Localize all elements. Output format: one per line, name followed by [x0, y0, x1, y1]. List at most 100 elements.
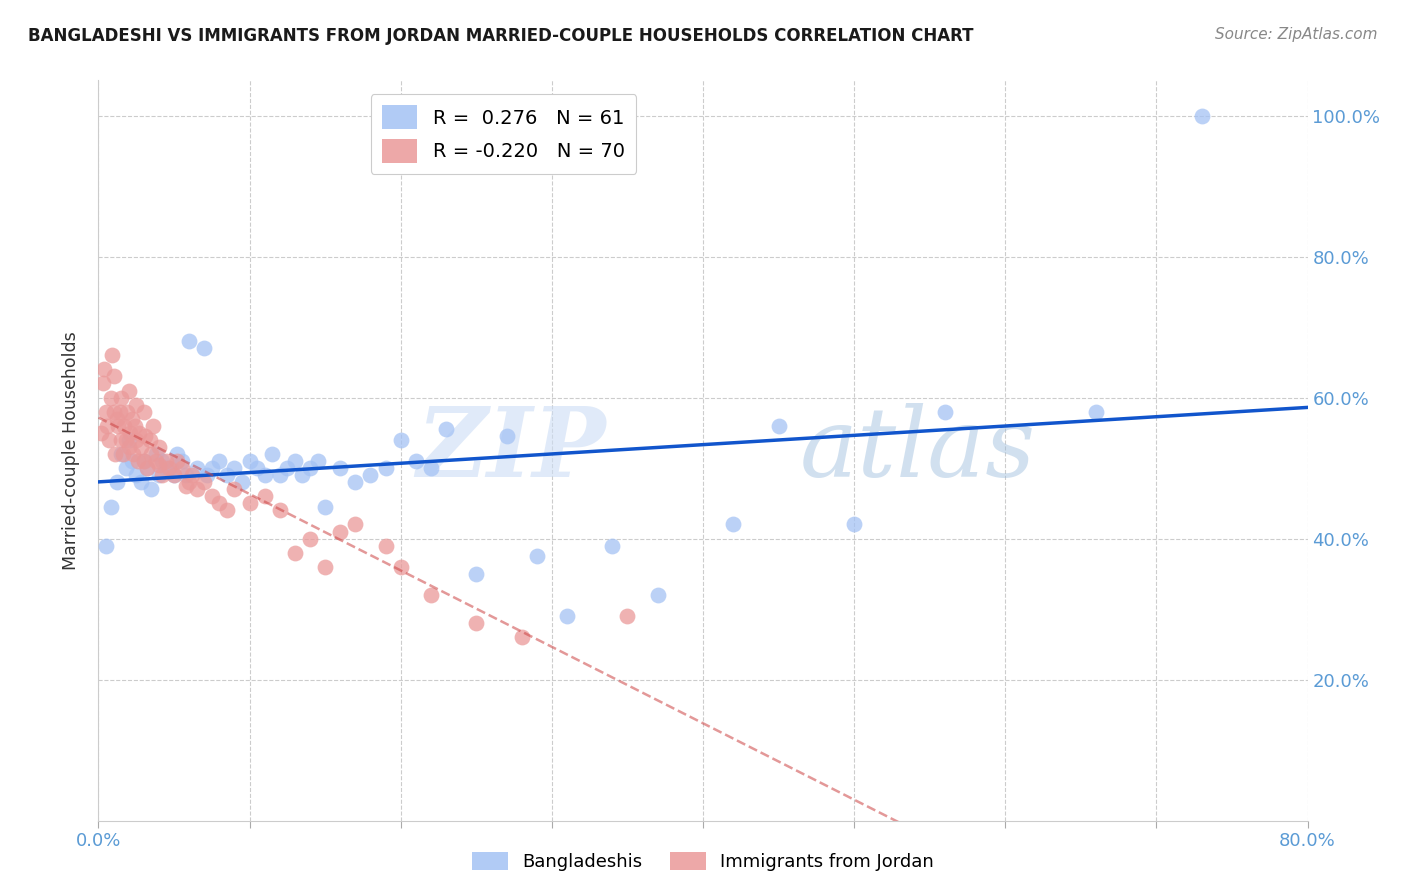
Point	[159, 461, 181, 475]
Point	[389, 559, 412, 574]
Point	[134, 429, 156, 443]
Point	[934, 405, 956, 419]
Point	[112, 418, 135, 433]
Point	[107, 418, 129, 433]
Point	[128, 425, 150, 440]
Point	[844, 517, 866, 532]
Point	[114, 433, 136, 447]
Point	[299, 532, 322, 546]
Point	[269, 468, 291, 483]
Point	[122, 447, 145, 461]
Point	[360, 468, 382, 483]
Point	[115, 405, 138, 419]
Point	[94, 405, 117, 419]
Point	[208, 496, 231, 510]
Point	[150, 454, 173, 468]
Point	[155, 461, 177, 475]
Point	[420, 461, 443, 475]
Point	[510, 630, 533, 644]
Point	[434, 422, 457, 436]
Text: atlas: atlas	[800, 403, 1036, 498]
Point	[118, 433, 141, 447]
Point	[141, 482, 163, 496]
Point	[420, 588, 443, 602]
Point	[100, 391, 122, 405]
Point	[118, 384, 141, 398]
Point	[186, 461, 208, 475]
Point	[91, 376, 114, 391]
Point	[110, 391, 132, 405]
Point	[314, 559, 336, 574]
Point	[103, 405, 125, 419]
Point	[246, 461, 269, 475]
Point	[329, 524, 352, 539]
Point	[276, 461, 298, 475]
Legend: Bangladeshis, Immigrants from Jordan: Bangladeshis, Immigrants from Jordan	[465, 845, 941, 879]
Point	[135, 461, 157, 475]
Point	[1085, 405, 1108, 419]
Point	[374, 461, 396, 475]
Point	[170, 461, 193, 475]
Point	[160, 461, 183, 475]
Point	[118, 440, 141, 454]
Point	[145, 447, 167, 461]
Point	[141, 447, 163, 461]
Y-axis label: Married-couple Households: Married-couple Households	[62, 331, 80, 570]
Point	[93, 362, 115, 376]
Point	[170, 454, 193, 468]
Point	[193, 475, 215, 490]
Point	[166, 447, 188, 461]
Point	[139, 433, 162, 447]
Point	[186, 482, 208, 496]
Point	[90, 425, 112, 440]
Point	[129, 440, 152, 454]
Point	[201, 489, 224, 503]
Point	[105, 411, 128, 425]
Point	[174, 479, 197, 493]
Point	[374, 539, 396, 553]
Point	[155, 454, 177, 468]
Legend: R =  0.276   N = 61, R = -0.220   N = 70: R = 0.276 N = 61, R = -0.220 N = 70	[371, 94, 637, 174]
Point	[104, 447, 127, 461]
Point	[125, 398, 148, 412]
Point	[132, 454, 155, 468]
Point	[181, 468, 204, 483]
Point	[111, 447, 134, 461]
Point	[284, 546, 307, 560]
Point	[114, 461, 136, 475]
Point	[647, 588, 669, 602]
Point	[208, 454, 231, 468]
Point	[124, 418, 146, 433]
Point	[120, 425, 142, 440]
Point	[253, 468, 276, 483]
Point	[142, 418, 165, 433]
Point	[179, 334, 201, 348]
Point	[405, 454, 427, 468]
Text: ZIP: ZIP	[416, 403, 606, 498]
Point	[215, 503, 238, 517]
Point	[224, 461, 246, 475]
Text: BANGLADESHI VS IMMIGRANTS FROM JORDAN MARRIED-COUPLE HOUSEHOLDS CORRELATION CHAR: BANGLADESHI VS IMMIGRANTS FROM JORDAN MA…	[28, 27, 973, 45]
Point	[291, 468, 314, 483]
Point	[125, 433, 148, 447]
Point	[125, 468, 148, 483]
Point	[262, 447, 284, 461]
Point	[193, 341, 215, 355]
Text: Source: ZipAtlas.com: Source: ZipAtlas.com	[1215, 27, 1378, 42]
Point	[148, 468, 170, 483]
Point	[145, 454, 167, 468]
Point	[110, 433, 132, 447]
Point	[103, 369, 125, 384]
Point	[179, 475, 201, 490]
Point	[555, 609, 578, 624]
Point	[98, 433, 121, 447]
Point	[201, 461, 224, 475]
Point	[127, 454, 149, 468]
Point	[166, 454, 188, 468]
Point	[110, 447, 132, 461]
Point	[269, 503, 291, 517]
Point	[495, 429, 517, 443]
Point	[231, 475, 253, 490]
Point	[465, 566, 488, 581]
Point	[314, 500, 336, 514]
